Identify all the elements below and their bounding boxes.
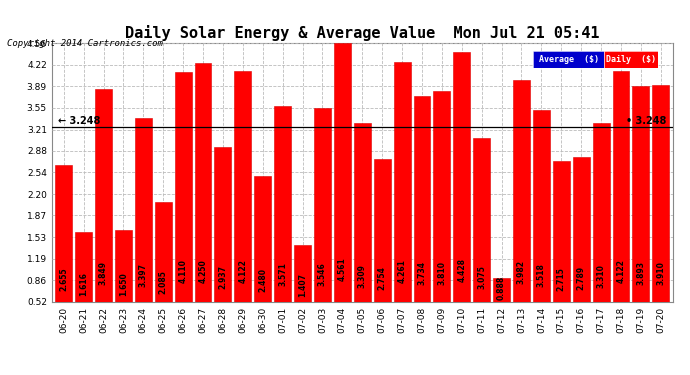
Bar — [433, 91, 451, 335]
Text: 1.407: 1.407 — [298, 273, 307, 297]
Text: 3.518: 3.518 — [537, 262, 546, 286]
Text: 3.546: 3.546 — [318, 262, 327, 286]
Text: • 3.248: • 3.248 — [626, 116, 667, 126]
Text: 1.616: 1.616 — [79, 272, 88, 296]
Text: 4.261: 4.261 — [397, 259, 406, 283]
Bar — [115, 230, 132, 335]
Text: 4.110: 4.110 — [179, 260, 188, 284]
Text: 4.428: 4.428 — [457, 258, 466, 282]
Text: 2.937: 2.937 — [219, 266, 228, 290]
Text: 3.309: 3.309 — [357, 264, 367, 288]
Bar — [374, 159, 391, 335]
Text: 3.310: 3.310 — [597, 264, 606, 288]
Text: 2.789: 2.789 — [577, 266, 586, 290]
Bar — [135, 118, 152, 335]
Bar — [393, 62, 411, 335]
Bar — [652, 85, 669, 335]
Bar — [453, 52, 470, 335]
Bar — [255, 176, 271, 335]
Bar — [274, 106, 291, 335]
Bar — [95, 88, 112, 335]
Bar — [633, 86, 649, 335]
Text: Copyright 2014 Cartronics.com: Copyright 2014 Cartronics.com — [7, 39, 163, 48]
Text: 4.122: 4.122 — [238, 260, 247, 284]
Bar — [195, 63, 211, 335]
Bar — [593, 123, 609, 335]
Text: 3.571: 3.571 — [278, 262, 287, 286]
Bar — [553, 161, 570, 335]
Text: 3.734: 3.734 — [417, 261, 426, 285]
Text: 2.655: 2.655 — [59, 267, 68, 291]
Bar — [413, 96, 431, 335]
Text: 2.085: 2.085 — [159, 270, 168, 294]
Bar — [334, 43, 351, 335]
Bar — [513, 80, 530, 335]
Bar — [155, 202, 172, 335]
Text: 0.888: 0.888 — [497, 276, 506, 300]
Text: 4.250: 4.250 — [199, 259, 208, 283]
Bar — [533, 110, 550, 335]
Text: 2.715: 2.715 — [557, 267, 566, 291]
Text: 3.893: 3.893 — [636, 261, 645, 285]
Text: 2.480: 2.480 — [258, 268, 267, 292]
Bar — [215, 147, 231, 335]
Text: 3.910: 3.910 — [656, 261, 665, 285]
Bar — [493, 278, 510, 335]
Text: 4.561: 4.561 — [338, 257, 347, 281]
Text: 3.849: 3.849 — [99, 261, 108, 285]
Text: 3.982: 3.982 — [517, 260, 526, 284]
Bar — [294, 245, 311, 335]
Bar — [354, 123, 371, 335]
Text: 3.075: 3.075 — [477, 265, 486, 289]
Text: ← 3.248: ← 3.248 — [58, 116, 100, 126]
Text: 3.810: 3.810 — [437, 261, 446, 285]
Bar — [235, 71, 251, 335]
Bar — [314, 108, 331, 335]
Text: 1.650: 1.650 — [119, 272, 128, 296]
Bar — [473, 138, 490, 335]
Text: 4.122: 4.122 — [616, 260, 626, 284]
Bar — [55, 165, 72, 335]
Bar — [75, 232, 92, 335]
Bar — [613, 71, 629, 335]
Bar — [175, 72, 192, 335]
Text: 2.754: 2.754 — [377, 267, 386, 290]
Text: 3.397: 3.397 — [139, 263, 148, 287]
Title: Daily Solar Energy & Average Value  Mon Jul 21 05:41: Daily Solar Energy & Average Value Mon J… — [125, 25, 600, 40]
Bar — [573, 156, 590, 335]
